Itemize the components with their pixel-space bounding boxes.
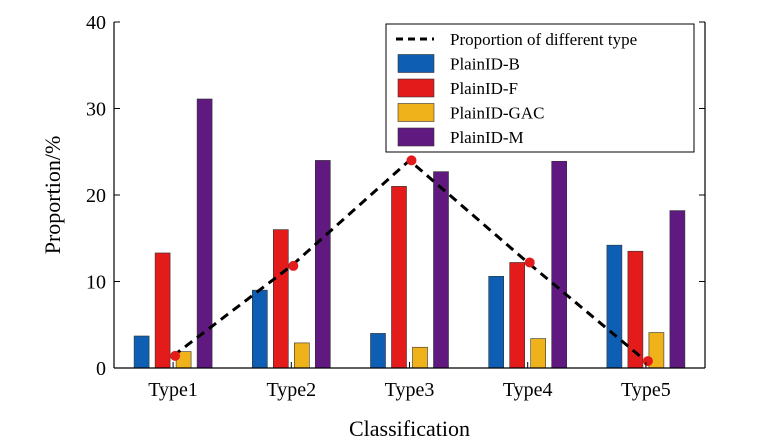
bar-plainid-m-type4 — [551, 160, 568, 369]
bar-plainid-m-type2 — [314, 160, 331, 369]
legend-label: PlainID-GAC — [450, 104, 544, 123]
legend-swatch-plainid-gac — [397, 103, 435, 122]
y-axis-title: Proportion/% — [40, 136, 65, 255]
legend-label: Proportion of different type — [450, 30, 637, 49]
y-tick-label: 40 — [86, 12, 106, 34]
proportion-point-type1 — [170, 350, 181, 361]
x-tick-label-type5: Type5 — [621, 379, 671, 401]
x-tick-label-type1: Type1 — [148, 379, 198, 401]
axes-layer: 0 10 20 30 40 Type1 Type2 Type3 Type4 Type5 — [86, 12, 706, 401]
bar-plainid-b-type4 — [488, 276, 505, 369]
legend-label: PlainID-F — [450, 79, 518, 98]
x-tick-label-type2: Type2 — [266, 379, 316, 401]
bar-plainid-gac-type4 — [530, 338, 547, 369]
legend: Proportion of different type PlainID-B Pla… — [385, 23, 695, 153]
y-tick-label: 30 — [86, 99, 106, 121]
proportion-point-type2 — [288, 260, 299, 271]
bar-plainid-b-type5 — [606, 244, 623, 369]
bar-plainid-f-type1 — [154, 252, 171, 369]
y-tick-label: 20 — [86, 185, 106, 207]
proportion-point-type4 — [524, 257, 535, 268]
proportion-line — [172, 158, 647, 363]
legend-label: PlainID-B — [450, 55, 520, 74]
x-tick-label-type3: Type3 — [385, 379, 435, 401]
legend-label: PlainID-M — [450, 128, 524, 147]
bar-plainid-gac-type3 — [412, 346, 428, 369]
legend-box — [385, 23, 695, 153]
legend-swatch-plainid-m — [397, 127, 435, 147]
bar-plainid-f-type2 — [272, 229, 289, 369]
x-axis-title: Classification — [349, 416, 470, 441]
bar-plainid-m-type3 — [433, 171, 449, 369]
bar-plainid-b-type2 — [252, 289, 268, 369]
legend-swatch-plainid-b — [397, 54, 435, 73]
proportion-point-type5 — [642, 356, 653, 367]
bar-plainid-m-type5 — [669, 210, 686, 369]
bar-plainid-b-type1 — [133, 335, 150, 369]
x-tick-label-type4: Type4 — [503, 379, 553, 401]
bar-plainid-f-type3 — [391, 186, 407, 369]
legend-swatch-plainid-f — [397, 78, 435, 98]
bar-plainid-b-type3 — [370, 333, 386, 369]
proportion-point-type3 — [406, 155, 417, 166]
y-tick-label: 0 — [96, 358, 106, 380]
y-tick-label: 10 — [86, 272, 106, 294]
bar-plainid-gac-type2 — [293, 342, 310, 369]
line-layer — [170, 155, 653, 367]
bar-plainid-f-type4 — [509, 262, 526, 369]
bars-layer — [133, 98, 686, 369]
